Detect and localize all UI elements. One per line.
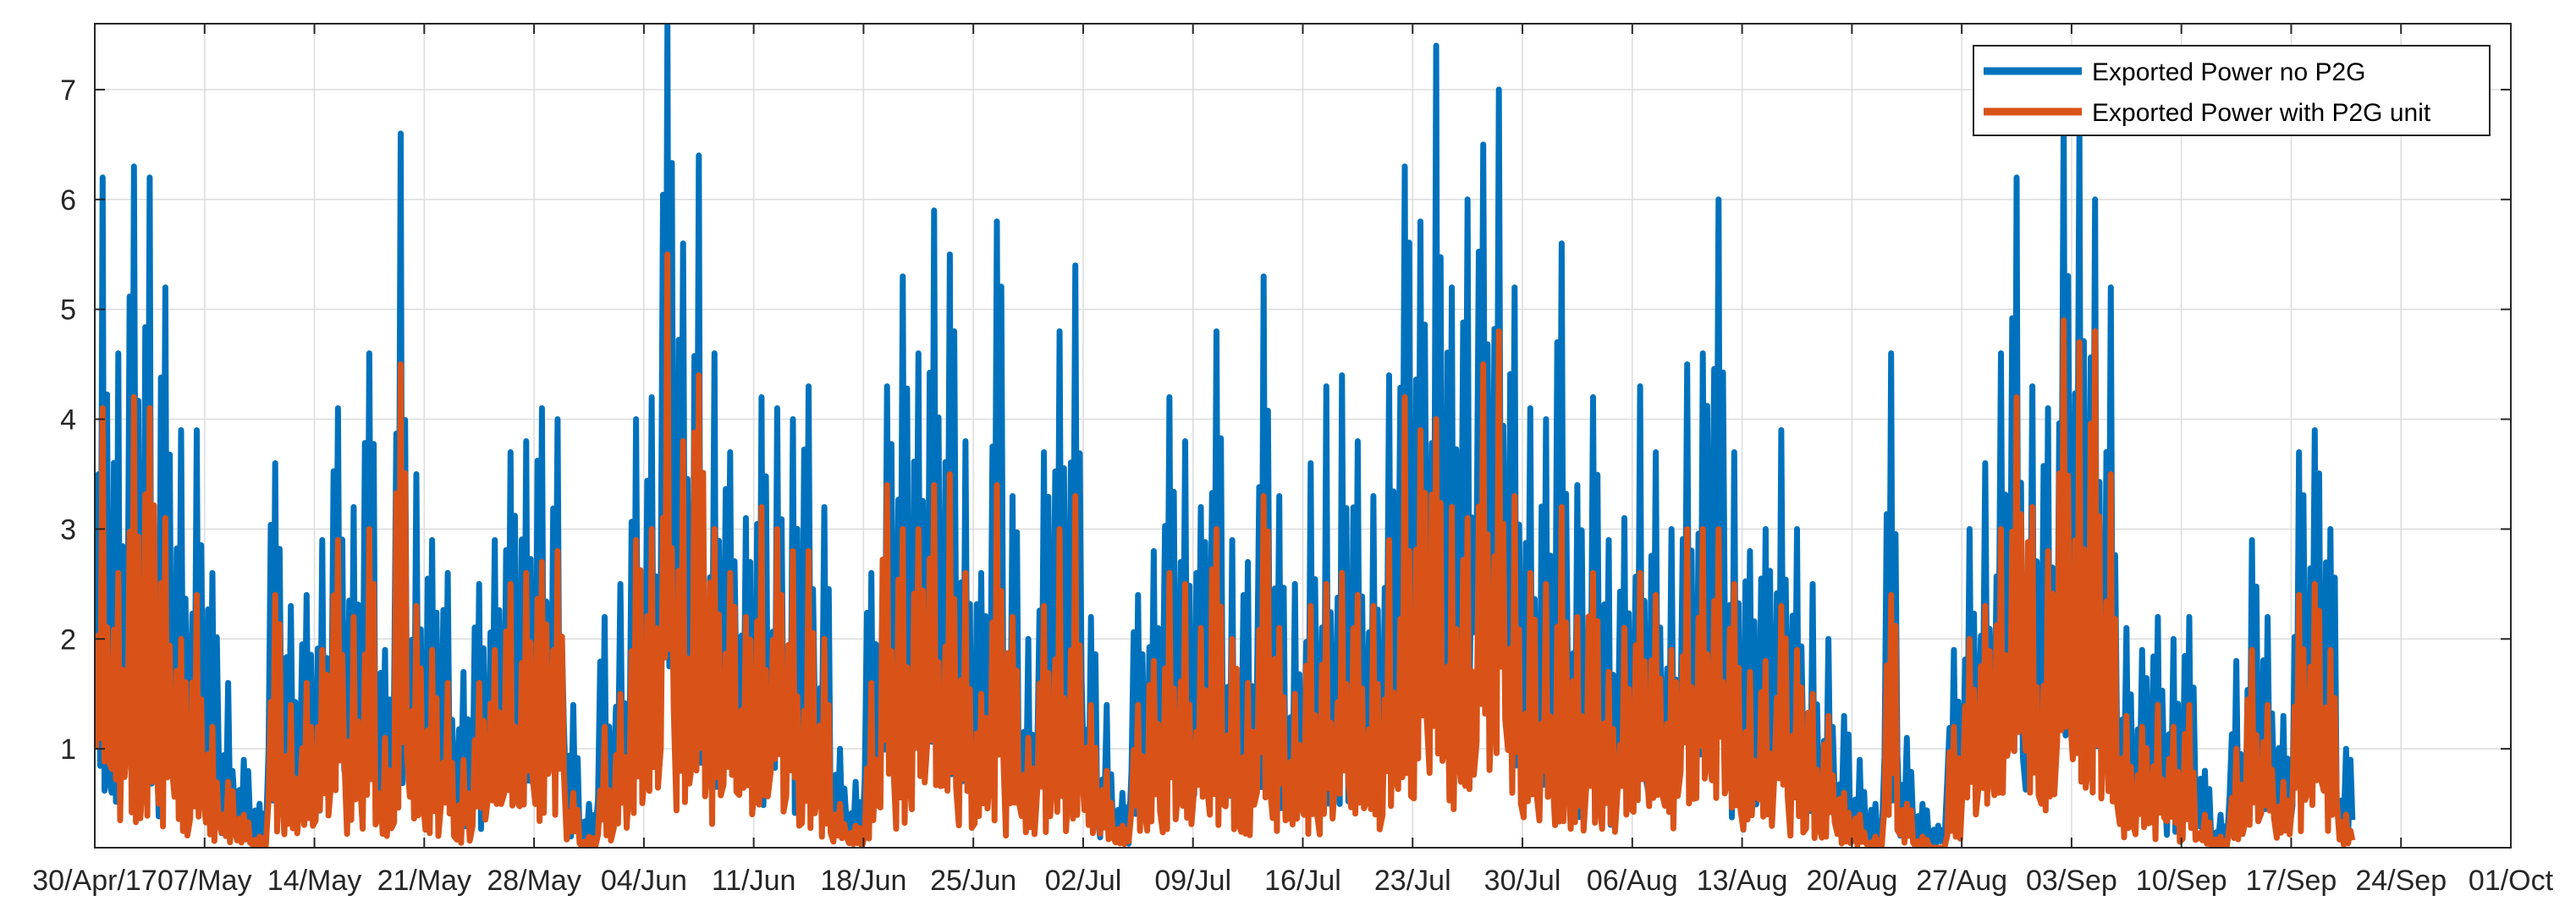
x-tick-label: 17/Sep (2246, 865, 2337, 897)
x-tick-label: 14/May (267, 865, 362, 897)
x-tick-label: 11/Jun (712, 865, 796, 897)
x-tick-label: 30/Jul (1484, 865, 1561, 897)
x-tick-label: 16/Jul (1264, 865, 1341, 897)
legend-label-no-p2g: Exported Power no P2G (2092, 58, 2366, 86)
x-tick-label: 20/Aug (1806, 865, 1897, 897)
y-tick-label: 6 (60, 184, 76, 217)
legend-label-with-p2g: Exported Power with P2G unit (2092, 99, 2431, 127)
x-tick-label: 02/Jul (1045, 865, 1122, 897)
x-tick-label: 25/Jun (930, 865, 1016, 897)
x-tick-label: 27/Aug (1916, 865, 2007, 897)
x-tick-label: 23/Jul (1374, 865, 1451, 897)
series-line-with-p2g (95, 251, 2356, 848)
y-tick-label: 1 (60, 733, 76, 766)
x-tick-label: 21/May (377, 865, 472, 897)
x-tick-label: 10/Sep (2136, 865, 2227, 897)
legend: Exported Power no P2G Exported Power wit… (1973, 45, 2491, 136)
x-tick-label: 06/Aug (1587, 865, 1678, 897)
x-tick-label: 07/May (157, 865, 252, 897)
y-tick-label: 3 (60, 514, 76, 546)
x-tick-label: 03/Sep (2026, 865, 2117, 897)
x-tick-label: 24/Sep (2355, 865, 2447, 897)
y-tick-label: 2 (60, 624, 76, 656)
y-tick-label: 5 (60, 294, 76, 327)
x-tick-label: 28/May (487, 865, 581, 897)
legend-box (1973, 45, 2491, 136)
x-tick-label: 18/Jun (820, 865, 906, 897)
y-tick-label: 4 (60, 404, 76, 437)
x-tick-label: 09/Jul (1154, 865, 1231, 897)
x-tick-label: 30/Apr/17 (32, 865, 157, 897)
x-tick-label: 13/Aug (1697, 865, 1788, 897)
x-tick-label: 01/Oct (2469, 865, 2554, 897)
x-tick-label: 04/Jun (601, 865, 687, 897)
y-tick-label: 7 (60, 74, 76, 107)
